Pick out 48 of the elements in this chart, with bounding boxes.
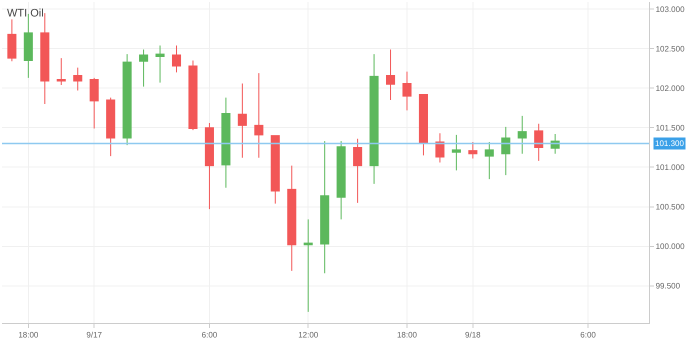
candlestick: [204, 122, 214, 210]
candlestick: [386, 48, 396, 101]
candlestick: [221, 97, 230, 188]
candlestick: [188, 60, 198, 131]
y-tick-label: 101.500: [656, 124, 686, 133]
candlestick: [484, 141, 494, 180]
y-tick-label: 99.500: [656, 282, 681, 291]
x-tick-label: 9/17: [86, 330, 103, 340]
y-tick-label: 102.500: [656, 44, 686, 54]
candlestick: [468, 141, 478, 160]
candlestick: [336, 140, 346, 220]
candlestick: [534, 123, 544, 162]
y-tick-label: 100.500: [656, 202, 686, 212]
y-tick-label: 101.000: [656, 163, 686, 172]
candlestick: [370, 54, 379, 184]
candlestick: [402, 71, 412, 111]
candlestick: [418, 94, 428, 156]
candlestick: [56, 58, 66, 86]
candlestick: [172, 44, 182, 73]
candlestick: [254, 72, 264, 158]
y-tick-label: 100.000: [656, 242, 686, 252]
candlestick: [7, 18, 16, 62]
candlestick: [139, 48, 148, 88]
candlestick: [122, 54, 132, 146]
candlestick: [452, 134, 461, 171]
candlestick: [353, 138, 362, 204]
y-tick-label: 103.000: [656, 4, 686, 14]
x-tick-label: 9/18: [465, 330, 482, 340]
candlestick: [287, 165, 296, 272]
candlestick: [501, 126, 510, 176]
candlestick: [238, 82, 247, 158]
x-tick-label: 6:00: [580, 330, 596, 340]
candlestick: [270, 135, 280, 204]
candlestick: [320, 140, 330, 274]
x-tick-label: 6:00: [202, 330, 218, 340]
candlestick: [435, 132, 444, 163]
candlestick: [304, 218, 313, 312]
candlestick: [106, 97, 116, 157]
candlestick: [518, 115, 527, 154]
candlestick: [156, 44, 165, 84]
x-tick-label: 18:00: [18, 330, 39, 340]
x-tick-label: 12:00: [298, 330, 319, 340]
y-tick-label: 102.000: [656, 84, 686, 93]
x-tick-label: 18:00: [396, 330, 418, 340]
ref-line-label: 101.300: [655, 139, 684, 148]
candlestick: [90, 77, 99, 129]
candlestick: [73, 67, 82, 92]
text: WTI Oil: [6, 8, 44, 20]
